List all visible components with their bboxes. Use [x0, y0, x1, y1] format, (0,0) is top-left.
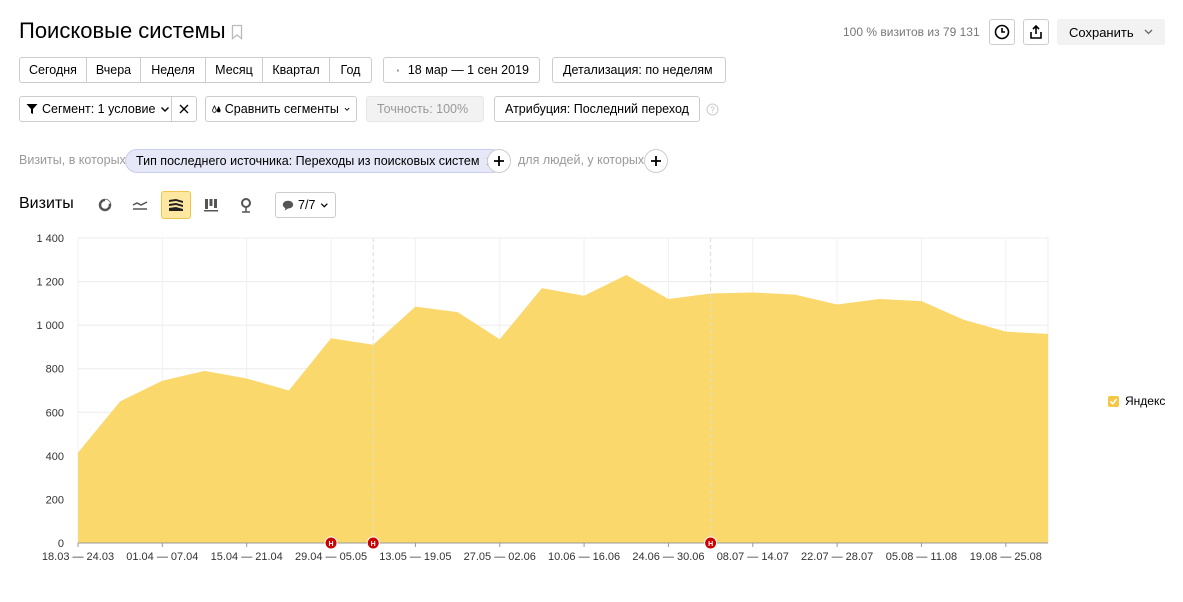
- annotation-marker-label: H: [371, 541, 376, 548]
- save-button[interactable]: Сохранить: [1057, 19, 1165, 45]
- x-tick-label: 10.06 — 16.06: [548, 551, 620, 563]
- compare-segments-label: Сравнить сегменты: [224, 102, 339, 116]
- period-quarter[interactable]: Квартал: [262, 57, 330, 83]
- attribution-label: Атрибуция: Последний переход: [505, 102, 689, 116]
- x-tick-label: 15.04 — 21.04: [211, 551, 283, 563]
- y-tick-label: 800: [46, 364, 64, 376]
- y-tick-label: 0: [58, 538, 64, 550]
- annotation-marker: [704, 536, 718, 550]
- page-title: Поисковые системы: [19, 18, 226, 43]
- filter-chip-label: Тип последнего источника: Переходы из по…: [136, 154, 480, 168]
- chevron-down-icon: [344, 107, 350, 111]
- chart-legend[interactable]: Яндекс: [1108, 394, 1165, 408]
- y-tick-label: 1 200: [36, 277, 64, 289]
- y-tick-label: 1 400: [36, 233, 64, 245]
- y-tick-label: 600: [46, 407, 64, 419]
- plus-icon: [494, 156, 504, 166]
- calendar-icon: [397, 69, 399, 71]
- map-pin-icon: [241, 198, 251, 213]
- period-month[interactable]: Месяц: [205, 57, 263, 83]
- chevron-down-icon: [321, 203, 329, 208]
- x-tick-label: 19.08 — 25.08: [970, 551, 1042, 563]
- legend-label: Яндекс: [1125, 394, 1166, 408]
- period-today[interactable]: Сегодня: [19, 57, 87, 83]
- chevron-down-icon: [161, 107, 170, 112]
- add-condition-button[interactable]: [487, 149, 511, 173]
- bar-chart-button[interactable]: [197, 192, 225, 218]
- export-button[interactable]: [1023, 19, 1049, 45]
- period-yesterday[interactable]: Вчера: [86, 57, 141, 83]
- filter-prefix: Визиты, в которых: [19, 153, 126, 167]
- line-chart-icon: [132, 201, 148, 210]
- filter-icon: [26, 104, 38, 114]
- segment-clear-button[interactable]: [171, 96, 197, 122]
- x-tick-label: 05.08 — 11.08: [886, 551, 957, 563]
- close-icon: [179, 104, 189, 114]
- date-range-label: 18 мар — 1 сен 2019: [407, 63, 529, 77]
- bookmark-icon[interactable]: [231, 24, 243, 40]
- x-tick-label: 13.05 — 19.05: [379, 551, 451, 563]
- map-button[interactable]: [232, 192, 260, 218]
- add-people-condition-button[interactable]: [644, 149, 668, 173]
- area-chart-icon: [169, 199, 183, 211]
- detail-dropdown[interactable]: Детализация: по неделям: [552, 57, 726, 83]
- history-button[interactable]: [989, 19, 1015, 45]
- accuracy-label: Точность: 100%: [377, 102, 469, 116]
- filter-chip[interactable]: Тип последнего источника: Переходы из по…: [125, 149, 505, 173]
- comment-icon: [282, 200, 294, 211]
- series-area-yandex: [78, 275, 1048, 543]
- x-tick-label: 22.07 — 28.07: [801, 551, 873, 563]
- area-chart-button[interactable]: [161, 191, 191, 219]
- plus-icon: [651, 156, 661, 166]
- period-selector: Сегодня Вчера Неделя Месяц Квартал Год: [19, 57, 372, 83]
- attribution-dropdown[interactable]: Атрибуция: Последний переход: [494, 96, 700, 122]
- people-prefix: для людей, у которых: [518, 153, 645, 167]
- x-tick-label: 18.03 — 24.03: [42, 551, 114, 563]
- legend-checkbox[interactable]: [1108, 395, 1119, 407]
- compare-segments-button[interactable]: Сравнить сегменты: [205, 96, 357, 122]
- y-tick-label: 1 000: [36, 320, 64, 332]
- accuracy-dropdown: Точность: 100%: [366, 96, 484, 122]
- checkmark-icon: [1109, 397, 1118, 405]
- visits-share-info: 100 % визитов из 79 131: [843, 25, 980, 39]
- chart-title: Визиты: [19, 195, 74, 212]
- help-icon[interactable]: ?: [706, 103, 719, 116]
- y-tick-label: 400: [46, 451, 64, 463]
- date-range-button[interactable]: 18 мар — 1 сен 2019: [383, 57, 540, 83]
- clock-icon: [994, 24, 1010, 40]
- annotations-count: 7/7: [298, 198, 316, 212]
- visits-area-chart: 0 200 400 600 800 1 000 1 200 1 400 18.03 — 24.0…: [36, 233, 1049, 563]
- annotation-marker-label: H: [329, 541, 334, 548]
- segment-label: Сегмент: 1 условие: [42, 102, 156, 116]
- annotations-dropdown[interactable]: 7/7: [275, 192, 336, 218]
- bar-chart-icon: [204, 199, 218, 212]
- svg-text:?: ?: [710, 106, 715, 115]
- segment-control: Сегмент: 1 условие: [19, 96, 197, 122]
- x-tick-label: 08.07 — 14.07: [717, 551, 789, 563]
- detail-label: Детализация: по неделям: [563, 63, 713, 77]
- segment-dropdown[interactable]: Сегмент: 1 условие: [19, 96, 172, 122]
- drops-icon: [212, 105, 221, 113]
- annotation-marker: [324, 536, 338, 550]
- pie-chart-icon: [98, 198, 112, 212]
- save-button-label: Сохранить: [1069, 24, 1134, 40]
- pie-chart-button[interactable]: [91, 192, 119, 218]
- x-tick-label: 27.05 — 02.06: [464, 551, 536, 563]
- y-tick-label: 200: [46, 494, 64, 506]
- line-chart-button[interactable]: [126, 192, 154, 218]
- annotation-marker: [366, 536, 380, 550]
- share-icon: [1030, 24, 1042, 39]
- x-tick-label: 01.04 — 07.04: [126, 551, 198, 563]
- period-week[interactable]: Неделя: [140, 57, 206, 83]
- annotation-marker-label: H: [708, 541, 713, 548]
- chevron-down-icon: [1144, 29, 1153, 35]
- x-tick-label: 24.06 — 30.06: [632, 551, 704, 563]
- period-year[interactable]: Год: [329, 57, 372, 83]
- x-tick-label: 29.04 — 05.05: [295, 551, 367, 563]
